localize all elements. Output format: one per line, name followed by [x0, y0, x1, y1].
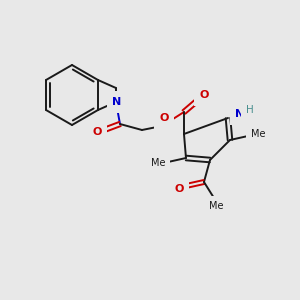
Text: N: N — [112, 97, 122, 107]
Text: O: O — [174, 184, 184, 194]
Text: H: H — [246, 105, 254, 115]
Text: O: O — [92, 127, 102, 137]
Text: Me: Me — [151, 158, 165, 168]
Text: O: O — [199, 90, 209, 100]
Text: N: N — [236, 109, 244, 119]
Text: Me: Me — [209, 201, 223, 211]
Text: Me: Me — [251, 129, 265, 139]
Text: O: O — [159, 113, 169, 123]
